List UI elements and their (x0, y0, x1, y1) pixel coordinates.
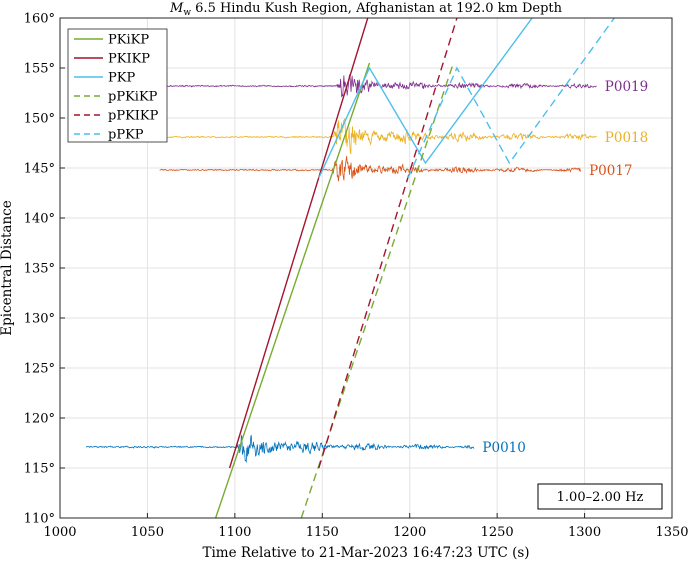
legend-label-pPKIKP: pPKIKP (108, 109, 159, 124)
legend-label-PKIKP: PKIKP (108, 52, 150, 67)
phase-curve-PKiKP (214, 62, 371, 518)
legend-label-PKP: PKP (108, 71, 135, 86)
station-label-P0018: P0018 (605, 130, 648, 146)
x-tick-label: 1050 (131, 525, 164, 540)
y-axis-label: Epicentral Distance (0, 200, 15, 335)
seismogram-traces (85, 74, 597, 464)
phase-curve-pPKIKP (318, 18, 458, 469)
x-tick-label: 1350 (655, 525, 688, 540)
legend-label-pPKiKP: pPKiKP (108, 90, 158, 105)
filter-annotation: 1.00–2.00 Hz (537, 483, 663, 510)
phase-curves (214, 18, 615, 518)
legend: PKiKP PKIKP PKP pPKiKP pPKIKP pPKP (67, 28, 168, 143)
trace-P0010 (85, 434, 475, 464)
legend-box (67, 28, 168, 143)
station-label-P0010: P0010 (482, 440, 525, 456)
legend-label-PKiKP: PKiKP (108, 33, 149, 48)
y-tick-label: 150° (24, 112, 55, 127)
x-tick-label: 1000 (43, 525, 76, 540)
y-tick-label: 135° (24, 262, 55, 277)
x-axis-label: Time Relative to 21-Mar-2023 16:47:23 UT… (202, 545, 529, 561)
phase-curve-pPKP (407, 18, 615, 179)
trace-P0017 (159, 156, 582, 182)
y-tick-label: 120° (24, 412, 55, 427)
x-tick-label: 1100 (218, 525, 251, 540)
station-label-P0019: P0019 (605, 79, 648, 95)
trace-P0018 (145, 118, 597, 155)
filter-label: 1.00–2.00 Hz (557, 490, 644, 505)
x-tick-label: 1300 (568, 525, 601, 540)
x-tick-label: 1250 (481, 525, 514, 540)
filter-box (537, 483, 663, 510)
y-tick-label: 140° (24, 212, 55, 227)
phase-curve-PKIKP (228, 18, 369, 469)
trace-P0019 (129, 74, 597, 98)
x-tick-label: 1150 (306, 525, 339, 540)
axis-ticks: 1000 1050 1100 1150 1200 1250 1300 1350 110° 115°… (24, 12, 688, 541)
station-label-P0017: P0017 (589, 163, 632, 179)
y-tick-label: 145° (24, 162, 55, 177)
phase-curve-PKP (318, 18, 533, 179)
y-tick-label: 110° (24, 512, 55, 527)
chart-title: Mw 6.5 Hindu Kush Region, Afghanistan at… (169, 1, 563, 18)
y-tick-label: 130° (24, 312, 55, 327)
y-tick-label: 155° (24, 62, 55, 77)
legend-label-pPKP: pPKP (108, 128, 144, 143)
y-tick-label: 160° (24, 12, 55, 27)
y-tick-label: 115° (24, 462, 55, 477)
y-tick-label: 125° (24, 362, 55, 377)
x-tick-label: 1200 (393, 525, 426, 540)
